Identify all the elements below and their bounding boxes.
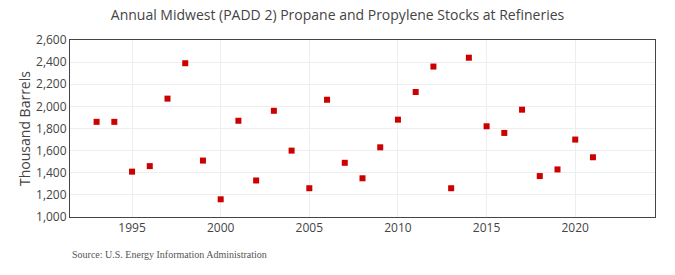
svg-text:2,200: 2,200: [36, 75, 67, 92]
svg-text:1995: 1995: [118, 219, 146, 236]
svg-text:2010: 2010: [384, 219, 412, 236]
svg-text:2,400: 2,400: [36, 53, 67, 70]
svg-text:1,600: 1,600: [36, 142, 67, 159]
svg-text:Thousand Barrels: Thousand Barrels: [15, 71, 34, 186]
svg-text:2000: 2000: [207, 219, 235, 236]
svg-text:1,800: 1,800: [36, 120, 67, 137]
svg-text:Annual Midwest (PADD 2) Propan: Annual Midwest (PADD 2) Propane and Prop…: [111, 5, 565, 24]
svg-text:2005: 2005: [296, 219, 324, 236]
svg-text:2,000: 2,000: [36, 98, 67, 115]
svg-text:1,200: 1,200: [36, 186, 67, 203]
svg-text:2015: 2015: [473, 219, 501, 236]
svg-text:1,400: 1,400: [36, 164, 67, 181]
svg-text:2020: 2020: [562, 219, 590, 236]
svg-text:Source: U.S. Energy Informatio: Source: U.S. Energy Information Administ…: [72, 249, 267, 260]
svg-text:2,600: 2,600: [36, 31, 67, 48]
svg-text:1,000: 1,000: [36, 208, 67, 225]
